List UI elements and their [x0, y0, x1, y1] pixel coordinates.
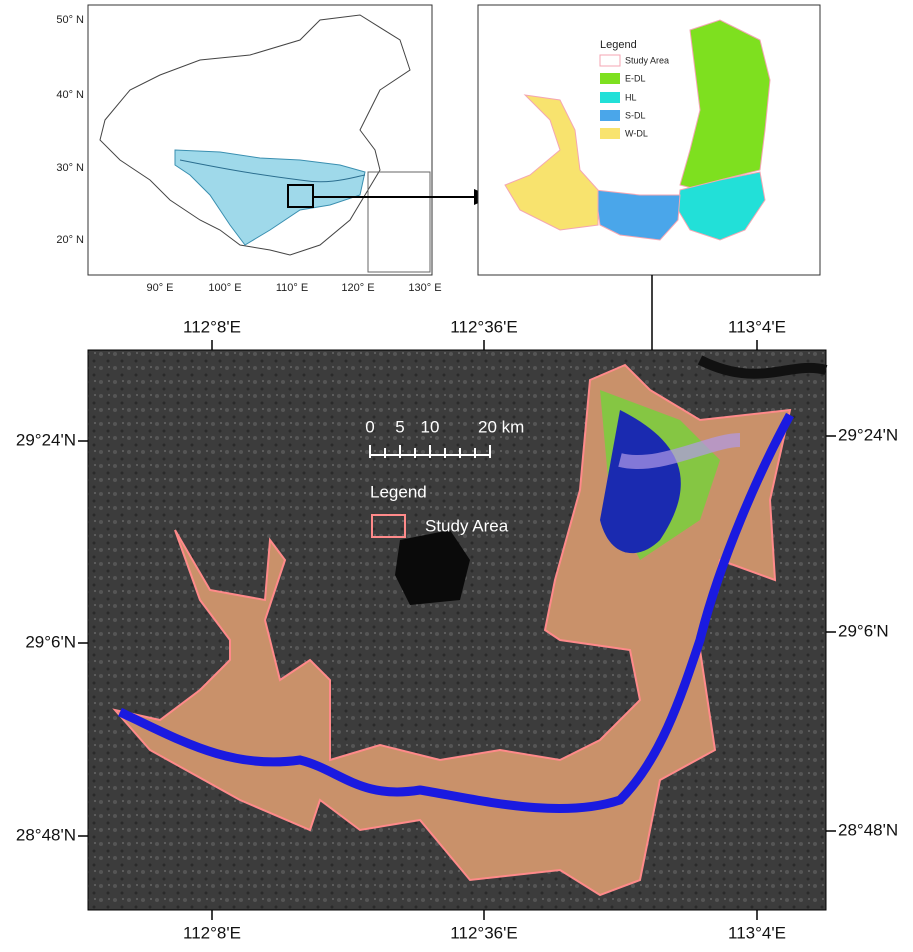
legend-label: Study Area — [425, 516, 509, 535]
lat-label: 28°48'N — [16, 825, 76, 844]
zone-s-dl — [594, 189, 681, 241]
lat-label: 30° N — [56, 162, 84, 174]
legend-title: Legend — [600, 39, 637, 51]
lon-label: 110° E — [276, 282, 308, 294]
inset-china-map: 50° N 40° N 30° N 20° N 90° E 100° E 110… — [56, 4, 442, 294]
legend-swatch — [600, 73, 620, 84]
legend-swatch — [599, 54, 621, 67]
scale-label: 20 km — [478, 417, 524, 436]
scale-label: 5 — [395, 417, 404, 436]
dark-lake — [395, 530, 470, 605]
scale-ticks — [369, 445, 491, 458]
river — [179, 159, 366, 183]
water-body — [600, 410, 681, 554]
legend-label: W-DL — [625, 128, 648, 138]
main-map: 0 5 10 20 km Legend Study Area 112°8'E 1… — [16, 317, 898, 942]
lon-label: 130° E — [408, 282, 441, 294]
lat-label: 28°48'N — [838, 820, 898, 839]
zone-map: Legend Study Area E-DL HL S-DL W-DL — [477, 4, 821, 276]
zone-w-dl — [504, 94, 599, 231]
legend-label: E-DL — [625, 73, 646, 83]
lat-label: 50° N — [56, 14, 84, 26]
legend-label: S-DL — [625, 110, 646, 120]
south-sea-box — [367, 171, 431, 273]
lon-label: 120° E — [341, 282, 374, 294]
lon-label: 112°8'E — [183, 923, 241, 942]
study-box — [287, 184, 314, 208]
yangtze-basin — [174, 149, 366, 246]
legend-title: Legend — [370, 482, 427, 501]
river-dark — [697, 355, 828, 379]
lat-label: 29°6'N — [838, 621, 889, 640]
zone-hl — [677, 171, 766, 241]
lon-label: 112°8'E — [183, 317, 241, 336]
scale-label: 0 — [365, 417, 374, 436]
wetland — [618, 433, 741, 469]
lat-label: 29°24'N — [838, 425, 898, 444]
legend-label: HL — [625, 92, 637, 102]
scale-label: 10 — [421, 417, 440, 436]
frame-ticks — [78, 340, 836, 920]
lon-label: 90° E — [146, 282, 173, 294]
lat-label: 29°6'N — [25, 632, 76, 651]
lon-label: 112°36'E — [450, 317, 517, 336]
legend-swatch — [600, 110, 620, 121]
lat-label: 40° N — [56, 89, 84, 101]
legend-label: Study Area — [625, 55, 669, 65]
legend-swatch — [600, 128, 620, 139]
lon-label: 113°4'E — [728, 317, 786, 336]
lon-label: 100° E — [208, 282, 241, 294]
lat-label: 20° N — [56, 234, 84, 246]
lon-label: 113°4'E — [728, 923, 786, 942]
river — [118, 412, 794, 814]
legend-swatch — [371, 514, 406, 538]
legend-swatch — [600, 92, 620, 103]
lat-label: 29°24'N — [16, 430, 76, 449]
lon-label: 112°36'E — [450, 923, 517, 942]
